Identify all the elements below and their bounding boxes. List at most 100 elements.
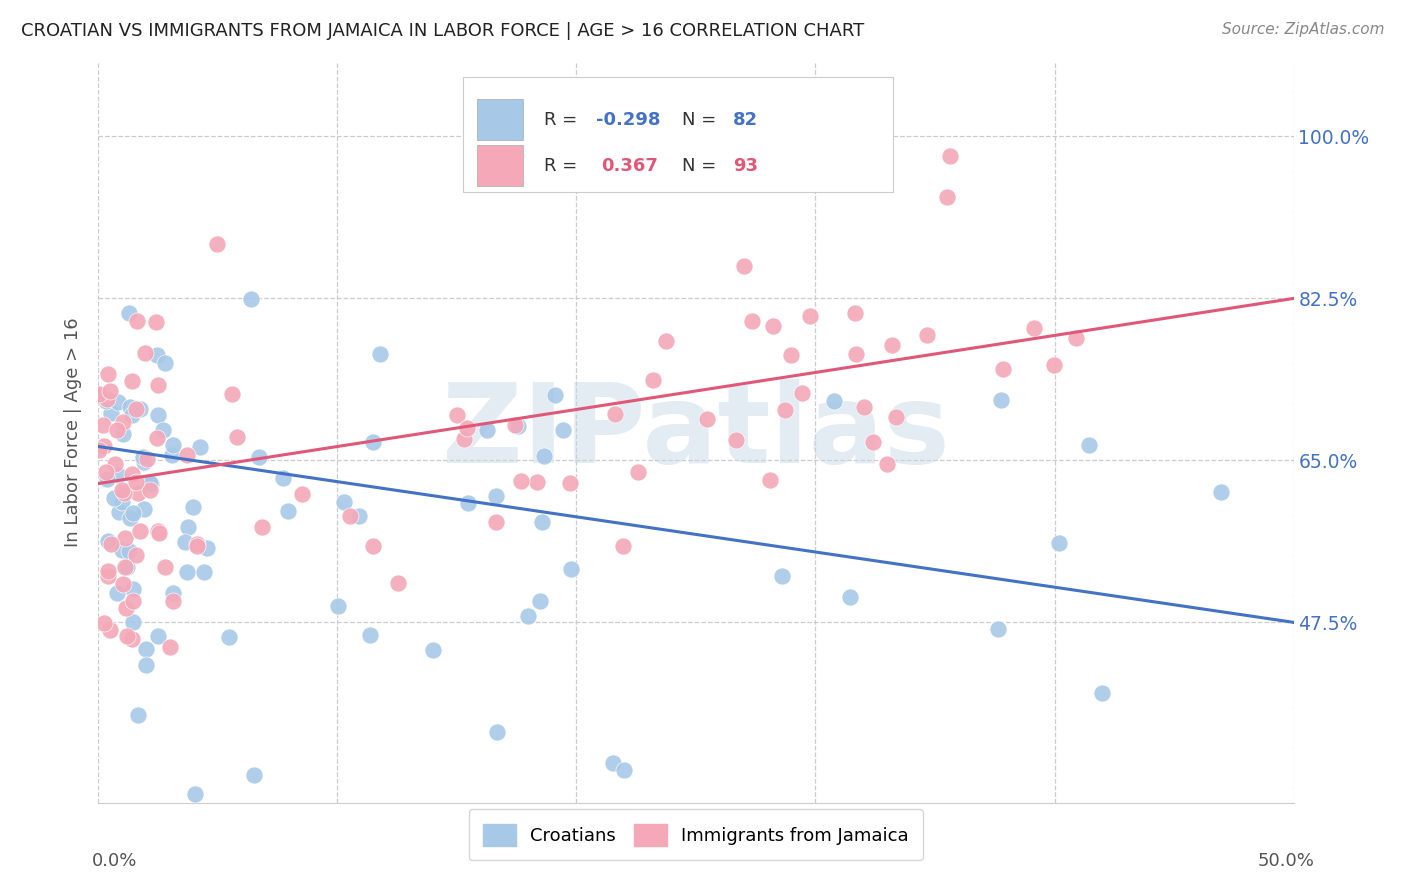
Legend: Croatians, Immigrants from Jamaica: Croatians, Immigrants from Jamaica — [468, 809, 924, 861]
Point — [111, 415, 134, 429]
Point — [936, 189, 959, 203]
Point — [339, 509, 361, 524]
Point — [939, 149, 962, 163]
Point — [359, 627, 381, 641]
Point — [105, 423, 128, 437]
Point — [146, 409, 169, 423]
Point — [218, 631, 240, 645]
Point — [105, 586, 128, 600]
Point — [422, 643, 444, 657]
Point — [135, 658, 157, 673]
Text: 0.367: 0.367 — [602, 157, 658, 175]
Point — [125, 475, 148, 489]
Point — [485, 489, 508, 503]
Point — [510, 474, 533, 488]
Point — [141, 476, 163, 491]
Point — [799, 310, 821, 324]
Point — [104, 457, 127, 471]
Point — [114, 560, 136, 574]
Point — [107, 467, 129, 482]
Point — [291, 487, 314, 501]
Point — [139, 483, 162, 497]
Point — [1047, 536, 1070, 550]
Point — [529, 593, 551, 607]
Point — [773, 402, 796, 417]
Point — [917, 327, 939, 342]
Point — [111, 577, 134, 591]
Point — [127, 707, 149, 722]
Point — [605, 407, 627, 421]
Point — [132, 455, 155, 469]
Point — [134, 346, 156, 360]
Point — [121, 632, 143, 646]
Point — [125, 314, 148, 328]
Point — [97, 569, 120, 583]
Point — [174, 535, 197, 549]
Point — [193, 565, 215, 579]
Point — [145, 348, 167, 362]
Point — [186, 539, 208, 553]
Point — [792, 385, 814, 400]
Point — [852, 400, 875, 414]
Point — [139, 475, 162, 490]
Point — [991, 362, 1014, 376]
Point — [111, 426, 134, 441]
Point — [181, 500, 204, 515]
Point — [277, 504, 299, 518]
Point — [641, 373, 664, 387]
Text: ZIPatlas: ZIPatlas — [441, 379, 950, 486]
Point — [176, 448, 198, 462]
Point — [560, 562, 582, 576]
Point — [122, 615, 145, 629]
Point — [186, 536, 208, 550]
Point — [1091, 686, 1114, 700]
Point — [162, 437, 184, 451]
Point — [114, 531, 136, 545]
Point — [823, 394, 845, 409]
Point — [127, 486, 149, 500]
Point — [152, 424, 174, 438]
Point — [118, 544, 141, 558]
Point — [93, 418, 115, 433]
Point — [132, 502, 155, 516]
Point — [145, 316, 167, 330]
Point — [177, 520, 200, 534]
Point — [1066, 331, 1088, 345]
Point — [239, 292, 262, 306]
Text: N =: N = — [682, 157, 721, 175]
Point — [551, 423, 574, 437]
Point — [1043, 359, 1066, 373]
Point — [759, 473, 782, 487]
Point — [453, 433, 475, 447]
Point — [457, 496, 479, 510]
Point — [531, 515, 554, 529]
Point — [271, 471, 294, 485]
Point — [1077, 438, 1099, 452]
Point — [89, 386, 111, 401]
Point — [243, 768, 266, 782]
Point — [725, 433, 748, 447]
Point — [98, 623, 121, 637]
Point — [195, 541, 218, 556]
Point — [845, 347, 868, 361]
Point — [862, 435, 884, 450]
Point — [115, 601, 138, 615]
Point — [333, 495, 356, 509]
Point — [125, 548, 148, 562]
Point — [761, 318, 783, 333]
Point — [880, 338, 903, 352]
FancyBboxPatch shape — [477, 145, 523, 186]
Point — [506, 418, 529, 433]
Point — [93, 615, 115, 630]
Point — [146, 629, 169, 643]
Point — [103, 491, 125, 505]
Point — [153, 560, 176, 574]
Text: N =: N = — [682, 112, 721, 129]
Point — [884, 409, 907, 424]
Point — [733, 260, 755, 274]
Point — [122, 582, 145, 596]
Point — [1209, 484, 1232, 499]
Point — [770, 569, 793, 583]
Point — [145, 431, 167, 445]
Point — [97, 368, 120, 382]
